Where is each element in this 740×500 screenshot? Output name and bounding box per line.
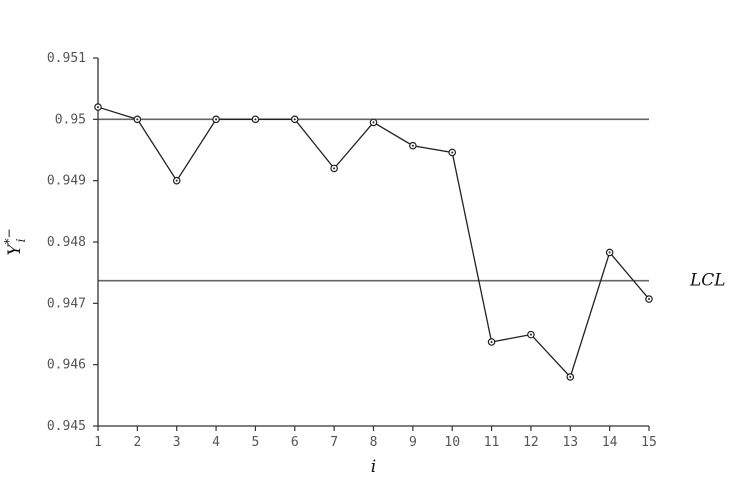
data-point-center [215, 118, 218, 121]
y-axis-label-main: Y [5, 243, 25, 256]
lcl-label: LCL [689, 271, 726, 291]
x-tick-label: 2 [133, 435, 141, 450]
y-tick-label: 0.949 [47, 174, 86, 189]
y-tick-label: 0.948 [47, 235, 86, 250]
x-tick-label: 3 [173, 435, 181, 450]
x-tick-label: 1 [94, 435, 102, 450]
data-point-center [608, 251, 611, 254]
x-tick-label: 11 [484, 435, 500, 450]
x-axis-label: i [371, 457, 376, 477]
data-point-center [372, 121, 375, 124]
x-tick-label: 5 [252, 435, 260, 450]
data-point-center [490, 340, 493, 343]
data-point-center [136, 118, 139, 121]
x-tick-label: 4 [212, 435, 220, 450]
y-axis-label-subscript: i [14, 238, 28, 242]
y-tick-label: 0.951 [47, 51, 86, 66]
data-point-center [175, 179, 178, 182]
series-line [97, 106, 650, 379]
x-tick-label: 9 [409, 435, 417, 450]
y-axis-label: Y*−i [2, 228, 28, 255]
x-tick-label: 12 [523, 435, 539, 450]
data-point-center [97, 106, 99, 109]
data-point-center [411, 144, 414, 147]
data-point-center [451, 151, 454, 154]
x-tick-label: 10 [444, 435, 460, 450]
series [94, 103, 653, 381]
y-tick-label: 0.946 [47, 358, 86, 373]
axes [97, 58, 649, 427]
y-tick-label: 0.95 [55, 112, 86, 127]
x-tick-label: 8 [370, 435, 378, 450]
data-point-center [254, 118, 257, 121]
y-ticks: 0.945 0.946 0.947 0.948 0.949 0.95 0.951 [47, 51, 98, 434]
x-tick-label: 7 [330, 435, 338, 450]
x-tick-label: 13 [562, 435, 578, 450]
data-point-center [648, 298, 650, 301]
y-axis-label-superscript: *− [2, 228, 16, 244]
data-point-center [333, 167, 336, 170]
data-point-center [529, 333, 532, 336]
data-point-center [569, 375, 572, 378]
x-tick-label: 6 [291, 435, 299, 450]
x-tick-label: 14 [602, 435, 618, 450]
y-tick-label: 0.945 [47, 419, 86, 434]
data-point-center [293, 118, 296, 121]
x-ticks: 1 2 3 4 5 6 7 8 9 10 11 12 13 14 15 [94, 426, 657, 450]
x-tick-label: 15 [641, 435, 657, 450]
reference-lines [98, 118, 649, 282]
y-tick-label: 0.947 [47, 296, 86, 311]
